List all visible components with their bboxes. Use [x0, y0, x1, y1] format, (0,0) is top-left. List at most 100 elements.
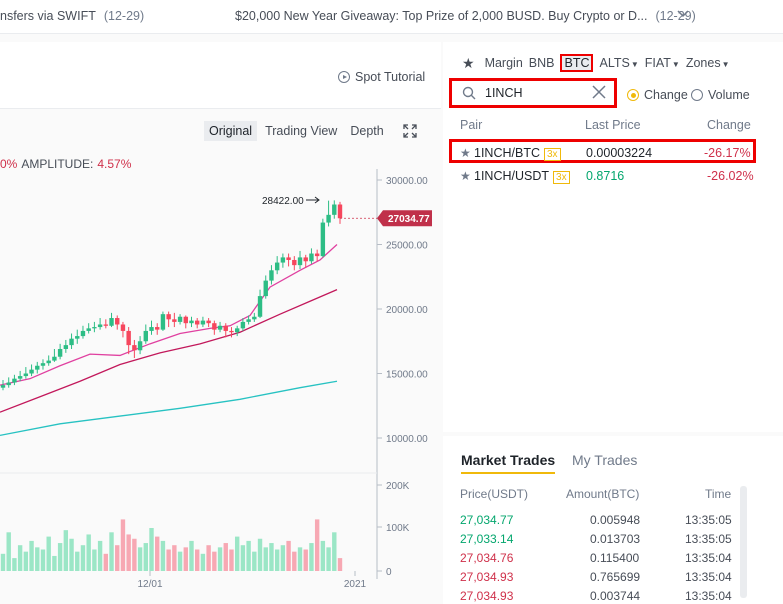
candle-body: [337, 204, 343, 219]
candle-body: [206, 320, 211, 324]
volume-bar: [126, 534, 131, 571]
candle-body: [292, 259, 297, 266]
scrollbar[interactable]: [740, 486, 747, 598]
category-tab[interactable]: ALTS▼: [599, 56, 638, 70]
volume-bar: [309, 543, 314, 571]
spot-tutorial-link[interactable]: Spot Tutorial: [338, 70, 425, 84]
candle-body: [177, 316, 183, 322]
candle-body: [6, 382, 11, 386]
trade-amount: 0.003744: [590, 589, 641, 603]
announcement-date: (12-29): [103, 9, 145, 23]
trade-price: 27,034.76: [460, 551, 514, 565]
tab-my-trades[interactable]: My Trades: [572, 452, 638, 468]
announcement-2[interactable]: $20,000 New Year Giveaway: Top Prize of …: [235, 9, 696, 23]
trade-row: 27,034.93 0.003744 13:35:04: [460, 589, 732, 604]
volume-bar: [195, 549, 200, 571]
tab-market-trades[interactable]: Market Trades: [461, 452, 556, 474]
category-tab[interactable]: BTC: [560, 54, 594, 72]
star-icon[interactable]: ★: [462, 54, 475, 71]
candle-body: [166, 314, 171, 320]
trade-amount: 0.115400: [590, 551, 640, 565]
price-chart[interactable]: 30000.00 25000.00 20000.00 15000.00 10000.00…: [0, 109, 441, 604]
trade-time: 13:35:04: [685, 570, 732, 584]
candle-body: [280, 257, 286, 263]
candle-body: [212, 323, 217, 330]
trade-amount-header: Amount(BTC): [566, 487, 640, 501]
caret-down-icon: ▼: [721, 60, 730, 69]
candle-body: [234, 328, 240, 333]
caret-down-icon: ▼: [671, 60, 680, 69]
candle-body: [172, 319, 177, 322]
tab-depth[interactable]: Depth: [350, 124, 384, 138]
pair-change: -26.02%: [707, 169, 754, 183]
play-icon: [338, 71, 350, 83]
price-tick-label: 15000.00: [386, 370, 428, 381]
trade-price: 27,034.93: [460, 589, 514, 603]
candle-body: [149, 327, 154, 331]
volume-bar: [80, 545, 86, 571]
candle-body: [103, 324, 109, 326]
star-icon[interactable]: ★: [460, 169, 471, 183]
category-tab[interactable]: Zones▼: [686, 56, 730, 70]
category-label: Margin: [484, 56, 523, 70]
candle-body: [97, 324, 103, 328]
volume-bar: [29, 540, 34, 571]
category-tab[interactable]: Margin: [485, 56, 523, 70]
pair-price: 0.8716: [586, 169, 625, 183]
category-label: ALTS: [599, 56, 630, 70]
volume-bar: [217, 547, 223, 571]
candle-body: [23, 373, 29, 377]
ma-mid-line: [0, 289, 338, 413]
ma-short-line: [0, 244, 338, 386]
close-icon[interactable]: [591, 84, 607, 100]
candle-body: [52, 356, 57, 361]
tab-original[interactable]: Original: [204, 121, 258, 141]
trade-time: 13:35:04: [685, 589, 732, 603]
candle-body: [200, 320, 206, 325]
radio-volume-label: Volume: [708, 88, 750, 102]
volume-tick-label: 200K: [386, 481, 410, 492]
announcement-1[interactable]: nsfers via SWIFT (12-29): [0, 9, 144, 23]
volume-bar: [46, 536, 51, 571]
volume-bar: [75, 551, 80, 571]
search-input[interactable]: [485, 86, 585, 100]
trade-price-header: Price(USDT): [460, 487, 528, 501]
pair-row-1inch-usdt[interactable]: ★ 1INCH/USDT 3x 0.8716 -26.02%: [449, 165, 756, 189]
star-icon[interactable]: ★: [460, 146, 471, 160]
volume-bar: [69, 538, 74, 571]
volume-bar: [263, 547, 268, 571]
radio-selected-icon: [627, 89, 639, 101]
volume-bar: [234, 536, 240, 571]
last-price-header[interactable]: Last Price: [585, 118, 641, 132]
radio-volume[interactable]: Volume: [691, 88, 750, 102]
pair-price: 0.00003224: [586, 146, 653, 160]
volume-bar: [320, 540, 326, 571]
radio-change[interactable]: Change: [627, 88, 688, 102]
candle-body: [120, 324, 126, 331]
pair-row-1inch-btc[interactable]: ★ 1INCH/BTC 3x 0.00003224 -26.17%: [449, 139, 756, 163]
trade-time: 13:35:05: [685, 532, 732, 546]
chevron-down-icon[interactable]: [676, 6, 690, 20]
high-arrow-head: [314, 196, 320, 204]
expand-icon[interactable]: [403, 124, 417, 138]
candle-body: [229, 330, 234, 333]
volume-bar: [297, 547, 303, 571]
volume-bar: [189, 540, 194, 571]
change-header[interactable]: Change: [707, 118, 751, 132]
chart-view-tabs: Original Trading View Depth: [204, 121, 389, 141]
pair-header[interactable]: Pair: [460, 118, 483, 132]
volume-bar: [160, 540, 166, 571]
trade-time: 13:35:04: [685, 551, 732, 565]
category-tab[interactable]: BNB: [529, 56, 555, 70]
ma-long-line: [0, 380, 338, 437]
leverage-badge: 3x: [553, 171, 570, 184]
candle-body: [309, 253, 314, 262]
pair-change: -26.17%: [704, 146, 751, 160]
candle-body: [314, 253, 320, 257]
volume-bar: [155, 536, 160, 571]
trade-price: 27,034.77: [460, 513, 514, 527]
tab-trading-view[interactable]: Trading View: [265, 124, 338, 138]
category-label: Zones: [685, 56, 721, 70]
search-box[interactable]: [449, 78, 617, 108]
category-tab[interactable]: FIAT▼: [645, 56, 680, 70]
